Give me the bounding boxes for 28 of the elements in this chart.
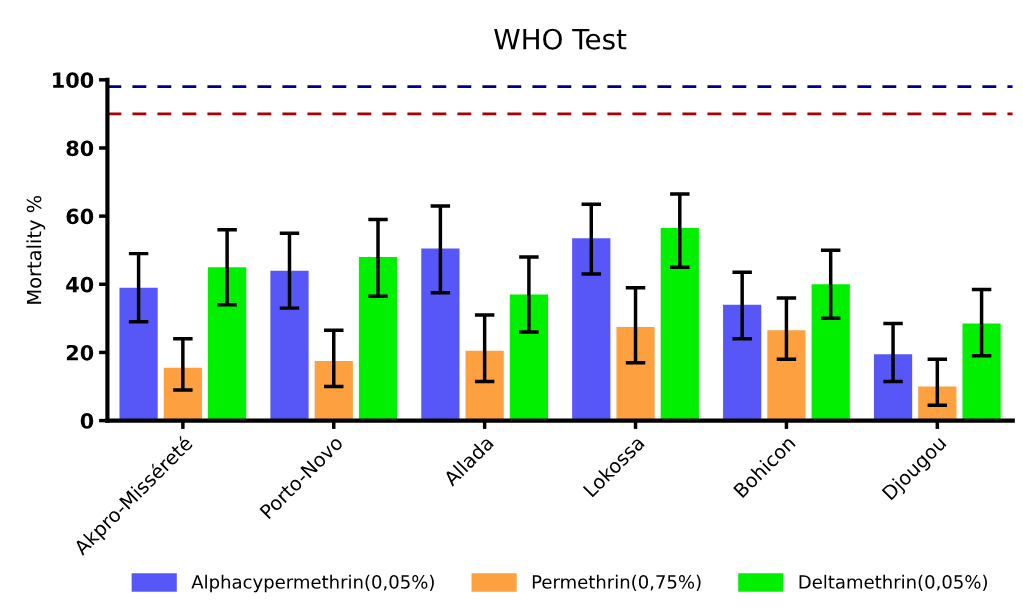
bar xyxy=(358,257,398,421)
bar xyxy=(163,367,202,421)
y-tick-label: 80 xyxy=(66,140,94,157)
bar xyxy=(421,248,460,421)
bar xyxy=(314,360,353,421)
legend-label: Alphacypermethrin(0,05%) xyxy=(191,574,434,593)
bar xyxy=(119,287,158,421)
bar xyxy=(208,267,247,421)
bar xyxy=(962,323,1001,421)
bar xyxy=(509,294,549,421)
y-tick-label: 60 xyxy=(66,208,94,225)
y-tick-label: 40 xyxy=(66,276,94,293)
bar xyxy=(616,326,655,421)
bar xyxy=(723,304,762,421)
bar xyxy=(465,350,504,421)
chart-title: WHO Test xyxy=(494,28,627,50)
y-tick-label: 20 xyxy=(66,344,94,361)
legend-label: Permethrin(0,75%) xyxy=(532,574,701,591)
y-tick-label: 0 xyxy=(80,413,94,429)
bar xyxy=(767,330,806,421)
y-axis-title: Mortality % xyxy=(26,195,46,304)
bar xyxy=(660,228,699,421)
legend-label: Deltamethrin(0,05%) xyxy=(799,574,987,591)
bar xyxy=(811,284,850,421)
y-tick-label: 100 xyxy=(53,72,94,89)
bar xyxy=(873,354,913,421)
bar xyxy=(572,238,611,421)
bar xyxy=(270,270,309,421)
